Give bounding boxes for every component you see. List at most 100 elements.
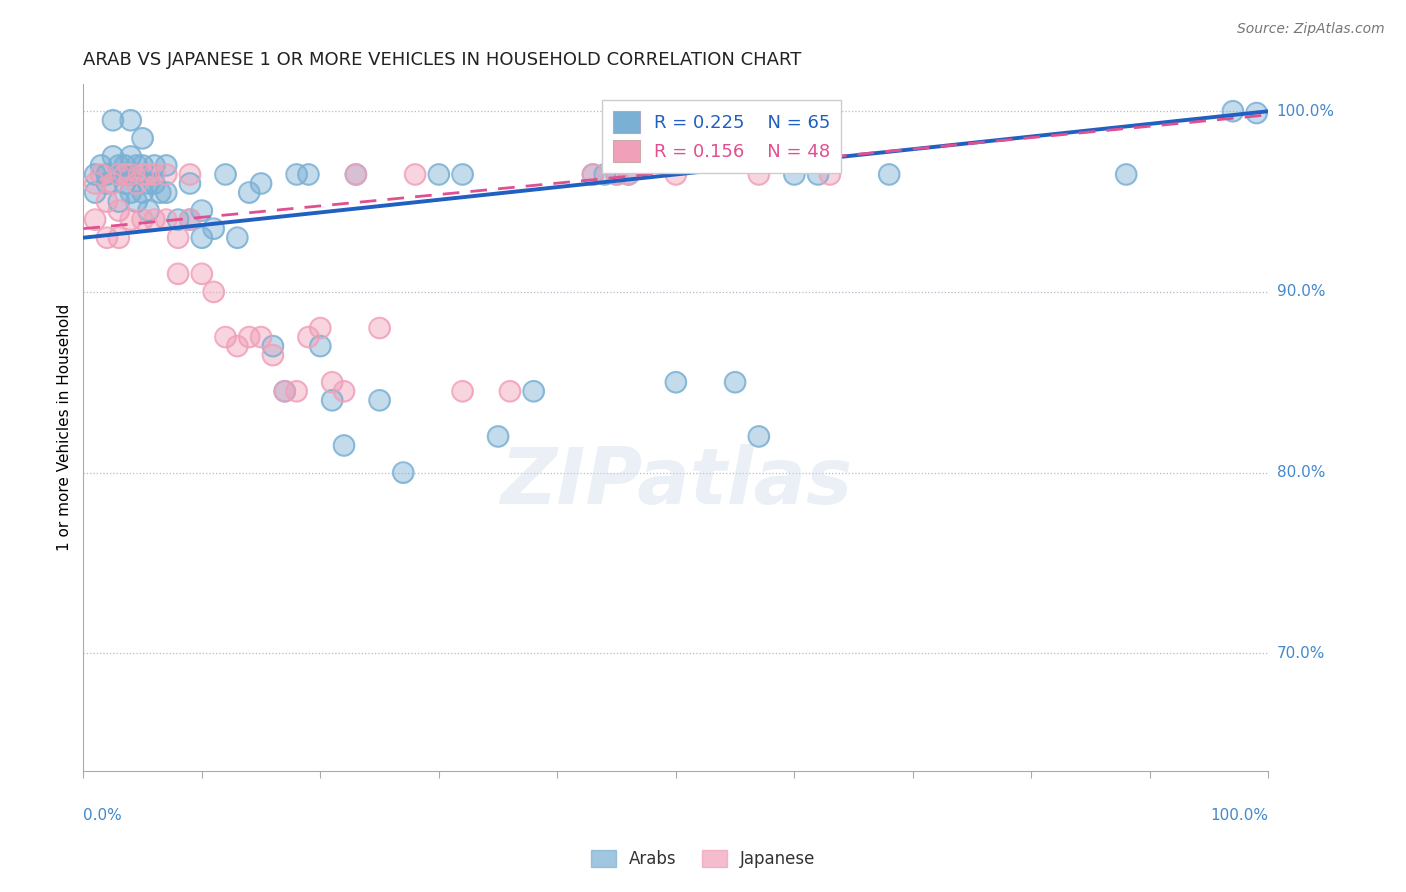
Point (523, 384, 546, 399)
Point (309, 339, 332, 353)
Point (368, 321, 391, 335)
Point (238, 186, 260, 200)
Point (606, 168, 628, 182)
Point (202, 221, 225, 235)
Point (617, 168, 640, 182)
Point (120, 168, 142, 182)
Point (143, 212, 166, 227)
Point (783, 168, 806, 182)
Point (1115, 168, 1137, 182)
Point (499, 384, 522, 399)
Point (120, 113, 142, 128)
Point (84, 186, 107, 200)
Point (191, 267, 214, 281)
Point (108, 203, 131, 218)
Point (191, 203, 214, 218)
Point (101, 149, 124, 163)
Point (486, 429, 509, 443)
Point (84, 186, 107, 200)
Point (108, 158, 131, 172)
Point (1115, 168, 1137, 182)
Point (214, 330, 236, 344)
Point (179, 212, 201, 227)
Point (783, 168, 806, 182)
Point (285, 168, 308, 182)
Text: 70.0%: 70.0% (1277, 646, 1324, 661)
Point (451, 168, 474, 182)
Point (807, 168, 830, 182)
Point (155, 168, 177, 182)
Point (108, 168, 131, 182)
Point (179, 177, 201, 191)
Point (214, 330, 236, 344)
Y-axis label: 1 or more Vehicles in Household: 1 or more Vehicles in Household (58, 304, 72, 551)
Point (333, 384, 356, 399)
Point (179, 168, 201, 182)
Point (451, 384, 474, 399)
Point (131, 131, 153, 145)
Point (155, 168, 177, 182)
Point (138, 203, 160, 218)
Point (665, 168, 688, 182)
Point (226, 339, 249, 353)
Point (665, 376, 688, 390)
Point (138, 203, 160, 218)
Point (344, 168, 367, 182)
Point (593, 168, 616, 182)
Point (191, 230, 214, 244)
Point (238, 186, 260, 200)
Point (90, 168, 112, 182)
Point (138, 177, 160, 191)
Point (125, 177, 148, 191)
Point (155, 158, 177, 172)
Point (606, 168, 628, 182)
Point (90, 158, 112, 172)
Point (108, 194, 131, 209)
Point (297, 168, 319, 182)
Point (250, 330, 273, 344)
Point (84, 177, 107, 191)
Point (96, 230, 118, 244)
Point (179, 212, 201, 227)
Point (108, 168, 131, 182)
Point (179, 212, 201, 227)
Point (523, 384, 546, 399)
Point (214, 168, 236, 182)
Point (1222, 104, 1244, 119)
Point (84, 212, 107, 227)
Point (226, 339, 249, 353)
Point (404, 168, 426, 182)
Point (143, 212, 166, 227)
Point (108, 230, 131, 244)
Point (120, 212, 142, 227)
Point (155, 186, 177, 200)
Point (179, 177, 201, 191)
Point (262, 339, 284, 353)
Point (321, 376, 343, 390)
Point (297, 168, 319, 182)
Point (285, 168, 308, 182)
Point (84, 168, 107, 182)
Point (131, 212, 153, 227)
Legend: R = 0.225    N = 65, R = 0.156    N = 48: R = 0.225 N = 65, R = 0.156 N = 48 (602, 100, 842, 173)
Point (617, 168, 640, 182)
Point (593, 168, 616, 182)
Point (321, 393, 343, 408)
Point (114, 168, 136, 182)
Point (120, 186, 142, 200)
Text: 90.0%: 90.0% (1277, 285, 1326, 300)
Point (131, 186, 153, 200)
Point (321, 376, 343, 390)
Point (807, 168, 830, 182)
Point (877, 168, 900, 182)
Point (309, 339, 332, 353)
Point (724, 376, 747, 390)
Point (108, 158, 131, 172)
Point (125, 194, 148, 209)
Point (285, 384, 308, 399)
Point (250, 177, 273, 191)
Point (143, 158, 166, 172)
Point (90, 168, 112, 182)
Point (120, 149, 142, 163)
Point (138, 177, 160, 191)
